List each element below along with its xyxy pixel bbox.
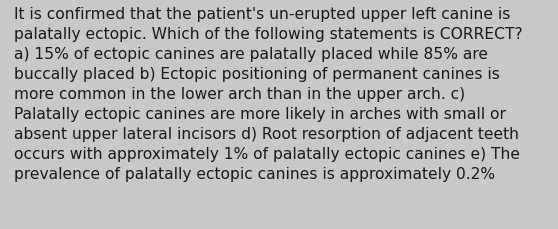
Text: It is confirmed that the patient's un-erupted upper left canine is
palatally ect: It is confirmed that the patient's un-er… (14, 7, 523, 181)
